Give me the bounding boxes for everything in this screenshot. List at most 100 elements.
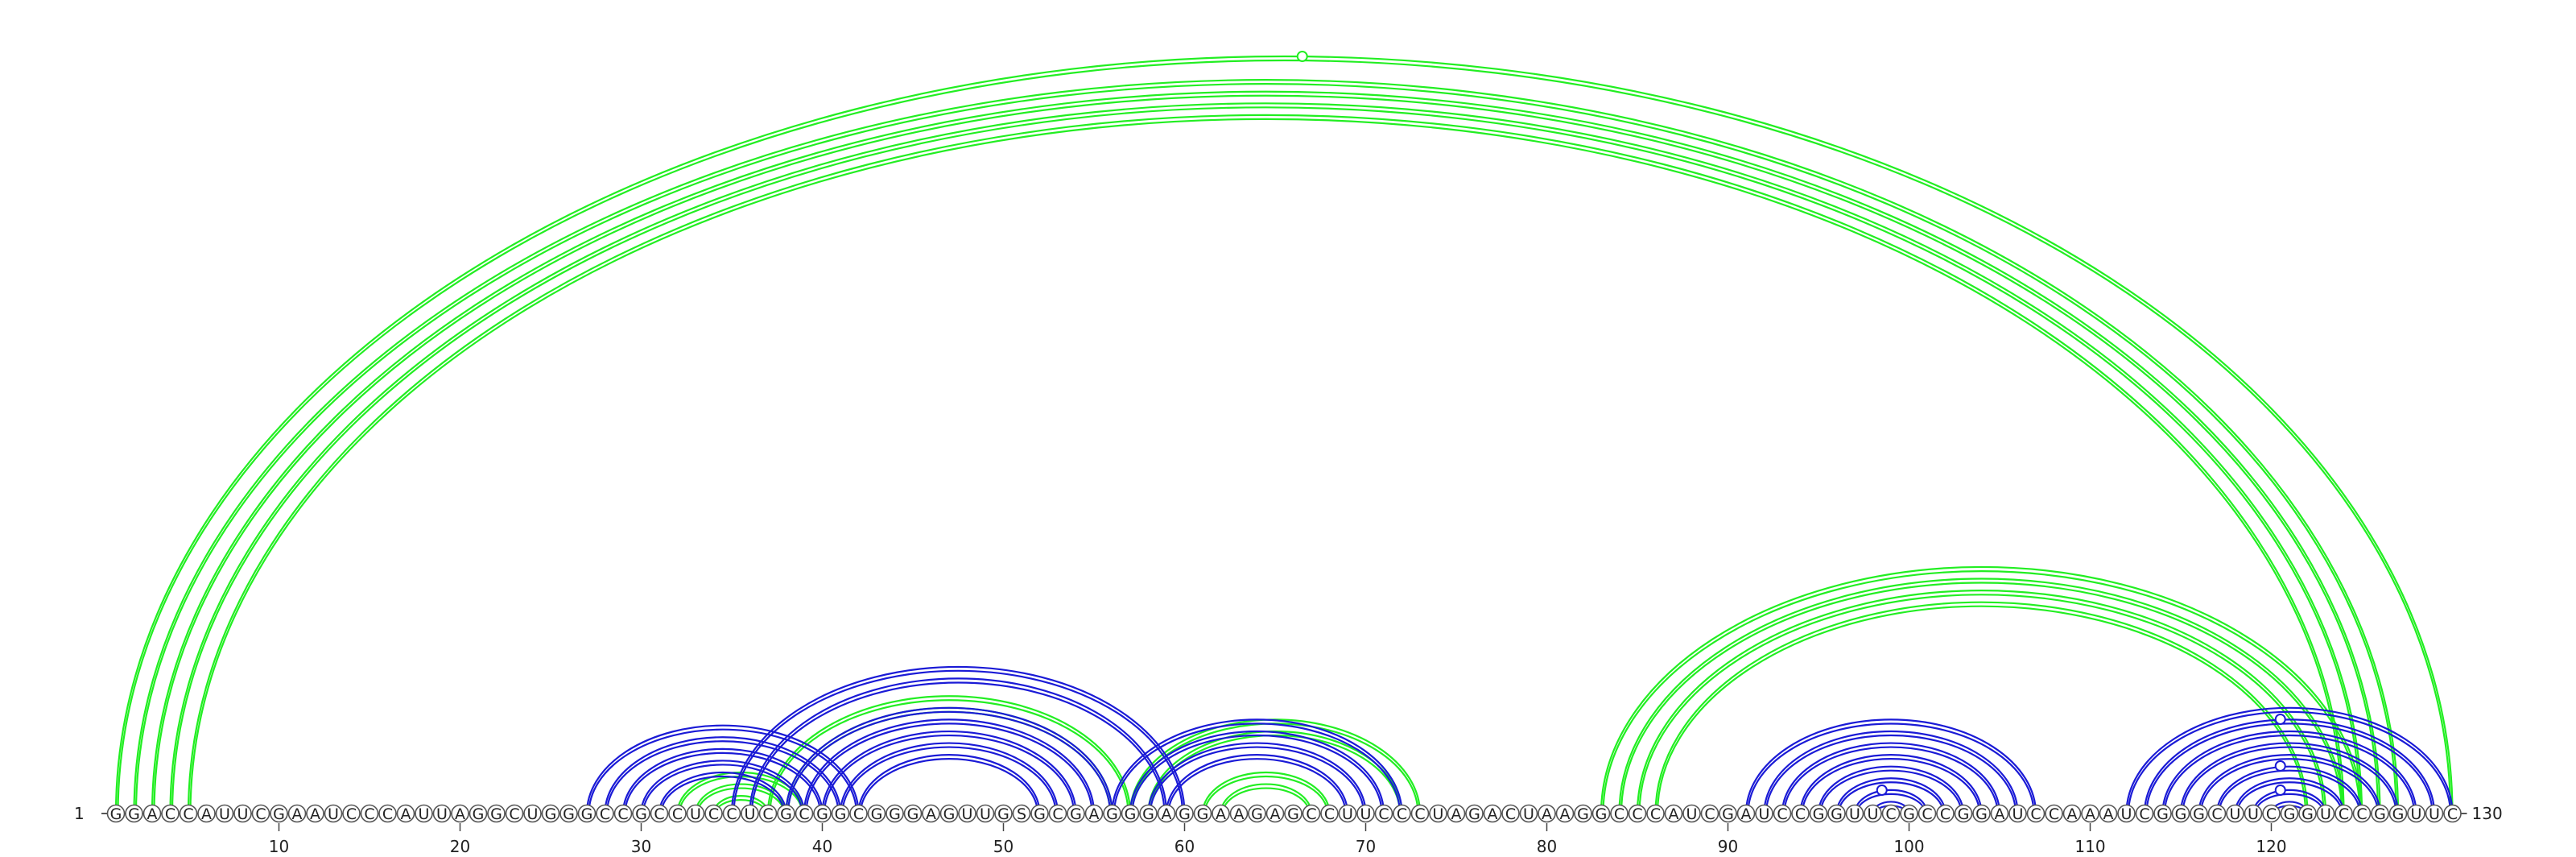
blue-arc-112-130-inner xyxy=(2128,712,2450,814)
arcs-layer xyxy=(116,56,2453,814)
nucleotide-20: A xyxy=(452,805,469,824)
nucleotide-letter: C xyxy=(1885,805,1896,823)
nucleotide-32: C xyxy=(669,805,686,824)
nucleotide-120: C xyxy=(2263,805,2280,824)
nucleotide-letter: U xyxy=(980,805,991,823)
nucleotide-letter: G xyxy=(490,805,502,823)
nucleotide-56: G xyxy=(1104,805,1121,824)
nucleotide-letter: C xyxy=(1505,805,1516,823)
nucleotide-18: U xyxy=(415,805,432,824)
nucleotide-82: G xyxy=(1575,805,1591,824)
nucleotide-15: C xyxy=(361,805,378,824)
nucleotide-letter: C xyxy=(1777,805,1787,823)
nucleotide-letter: A xyxy=(1270,805,1281,823)
nucleotide-letter: G xyxy=(1197,805,1209,823)
nucleotide-letter: C xyxy=(183,805,193,823)
nucleotide-90: G xyxy=(1719,805,1736,824)
nucleotide-129: U xyxy=(2426,805,2443,824)
nucleotide-letter: C xyxy=(2266,805,2277,823)
nucleotide-letter: A xyxy=(1669,805,1679,823)
nucleotide-130: C xyxy=(2444,805,2461,824)
green-arc-3-126-outer xyxy=(152,92,2380,814)
nucleotide-128: U xyxy=(2408,805,2425,824)
tick-label-70: 70 xyxy=(1356,837,1376,856)
nucleotide-letter: U xyxy=(328,805,339,823)
nucleotide-38: G xyxy=(778,805,795,824)
nucleotide-53: C xyxy=(1050,805,1067,824)
nucleotide-13: U xyxy=(325,805,342,824)
nucleotide-116: G xyxy=(2190,805,2207,824)
nucleotide-letter: A xyxy=(1560,805,1571,823)
loop-marker-0 xyxy=(1298,52,1307,61)
nucleotide-104: G xyxy=(1973,805,1990,824)
nucleotide-65: A xyxy=(1267,805,1284,824)
nucleotide-letter: G xyxy=(2301,805,2314,823)
nucleotide-letter: C xyxy=(853,805,864,823)
nucleotide-letter: A xyxy=(201,805,212,823)
nucleotide-111: A xyxy=(2100,805,2117,824)
tick-label-30: 30 xyxy=(631,837,651,856)
nucleotide-letter: U xyxy=(1759,805,1770,823)
blue-arc-39-55-inner xyxy=(807,723,1092,814)
blue-arc-91-107-inner xyxy=(1748,724,2034,814)
nucleotide-11: A xyxy=(289,805,306,824)
nucleotide-letter: A xyxy=(1162,805,1172,823)
nucleotide-44: G xyxy=(886,805,903,824)
nucleotide-letter: U xyxy=(1868,805,1879,823)
nucleotide-letter: C xyxy=(2447,805,2458,823)
nucleotide-letter: G xyxy=(2175,805,2187,823)
nucleotide-letter: U xyxy=(2230,805,2241,823)
nucleotide-105: A xyxy=(1992,805,2008,824)
nucleotide-16: C xyxy=(379,805,396,824)
nucleotide-letter: A xyxy=(1451,805,1462,823)
nucleotide-letter: G xyxy=(545,805,557,823)
nucleotide-48: U xyxy=(959,805,976,824)
nucleotide-102: C xyxy=(1937,805,1954,824)
nucleotide-letter: C xyxy=(2211,805,2222,823)
nucleotide-letter: C xyxy=(1795,805,1806,823)
nucleotide-54: G xyxy=(1067,805,1084,824)
nucleotide-letter: C xyxy=(617,805,628,823)
nucleotide-58: G xyxy=(1140,805,1157,824)
nucleotide-letter: A xyxy=(1488,805,1498,823)
nucleotide-letter: C xyxy=(2139,805,2149,823)
nucleotide-64: G xyxy=(1249,805,1265,824)
nucleotide-letter: A xyxy=(1216,805,1226,823)
nucleotide-25: G xyxy=(543,805,559,824)
nucleotide-letter: U xyxy=(2320,805,2331,823)
green-arc-57-73-inner xyxy=(1133,723,1418,814)
nucleotide-letter: A xyxy=(1741,805,1752,823)
nucleotide-letter: U xyxy=(2248,805,2259,823)
green-arc-86-122-outer xyxy=(1656,602,2308,814)
nucleotide-letter: U xyxy=(2121,805,2132,823)
nucleotide-letter: G xyxy=(943,805,956,823)
nucleotide-letter: C xyxy=(1052,805,1063,823)
nucleotide-letter: G xyxy=(581,805,593,823)
nucleotide-83: G xyxy=(1593,805,1610,824)
green-arc-4-125-outer xyxy=(171,103,2363,814)
nucleotide-letter: C xyxy=(1650,805,1661,823)
nucleotide-letter: C xyxy=(1704,805,1715,823)
nucleotide-96: G xyxy=(1828,805,1845,824)
nucleotide-43: G xyxy=(869,805,886,824)
loop-marker-4 xyxy=(2276,785,2285,795)
nucleotide-letter: G xyxy=(2392,805,2405,823)
nucleotide-123: U xyxy=(2318,805,2334,824)
nucleotide-letter: G xyxy=(1070,805,1082,823)
nucleotide-letter: G xyxy=(1287,805,1299,823)
nucleotide-letter: U xyxy=(237,805,249,823)
nucleotide-letter: C xyxy=(382,805,393,823)
nucleotide-letter: A xyxy=(147,805,158,823)
nucleotide-letter: U xyxy=(1342,805,1353,823)
nucleotide-letter: U xyxy=(419,805,430,823)
nucleotide-2: G xyxy=(126,805,142,824)
nucleotide-letter: A xyxy=(401,805,411,823)
nucleotide-letter: G xyxy=(1831,805,1843,823)
nucleotide-letter: C xyxy=(708,805,719,823)
nucleotide-letter: G xyxy=(1125,805,1137,823)
nucleotide-letter: U xyxy=(2411,805,2422,823)
tick-label-110: 110 xyxy=(2074,837,2105,856)
nucleotide-letter: G xyxy=(1577,805,1589,823)
